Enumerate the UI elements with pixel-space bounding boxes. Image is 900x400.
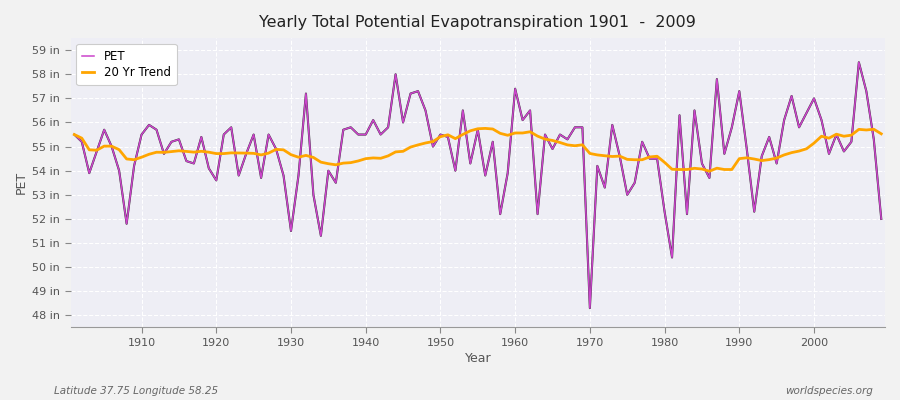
Line: 20 Yr Trend: 20 Yr Trend — [75, 128, 881, 171]
20 Yr Trend — [293, 155, 304, 160]
Legend: PET, 20 Yr Trend: PET, 20 Yr Trend — [76, 44, 176, 85]
Text: worldspecies.org: worldspecies.org — [785, 386, 873, 396]
Title: Yearly Total Potential Evapotranspiration 1901  -  2009: Yearly Total Potential Evapotranspiratio… — [259, 15, 697, 30]
PET — [876, 216, 886, 221]
X-axis label: Year: Year — [464, 352, 491, 365]
20 Yr Trend — [704, 169, 715, 174]
20 Yr Trend — [509, 130, 520, 135]
Text: Latitude 37.75 Longitude 58.25: Latitude 37.75 Longitude 58.25 — [54, 386, 218, 396]
20 Yr Trend — [876, 132, 886, 136]
PET — [129, 164, 140, 168]
PET — [69, 132, 80, 137]
20 Yr Trend — [338, 161, 348, 166]
Y-axis label: PET: PET — [15, 171, 28, 194]
PET — [853, 60, 864, 65]
PET — [293, 173, 304, 178]
PET — [584, 306, 595, 310]
20 Yr Trend — [518, 130, 528, 135]
PET — [607, 122, 617, 127]
Line: PET: PET — [75, 62, 881, 308]
PET — [509, 86, 520, 91]
20 Yr Trend — [129, 157, 140, 162]
PET — [338, 127, 348, 132]
20 Yr Trend — [480, 126, 491, 131]
20 Yr Trend — [607, 154, 617, 159]
20 Yr Trend — [69, 132, 80, 137]
PET — [502, 171, 513, 176]
